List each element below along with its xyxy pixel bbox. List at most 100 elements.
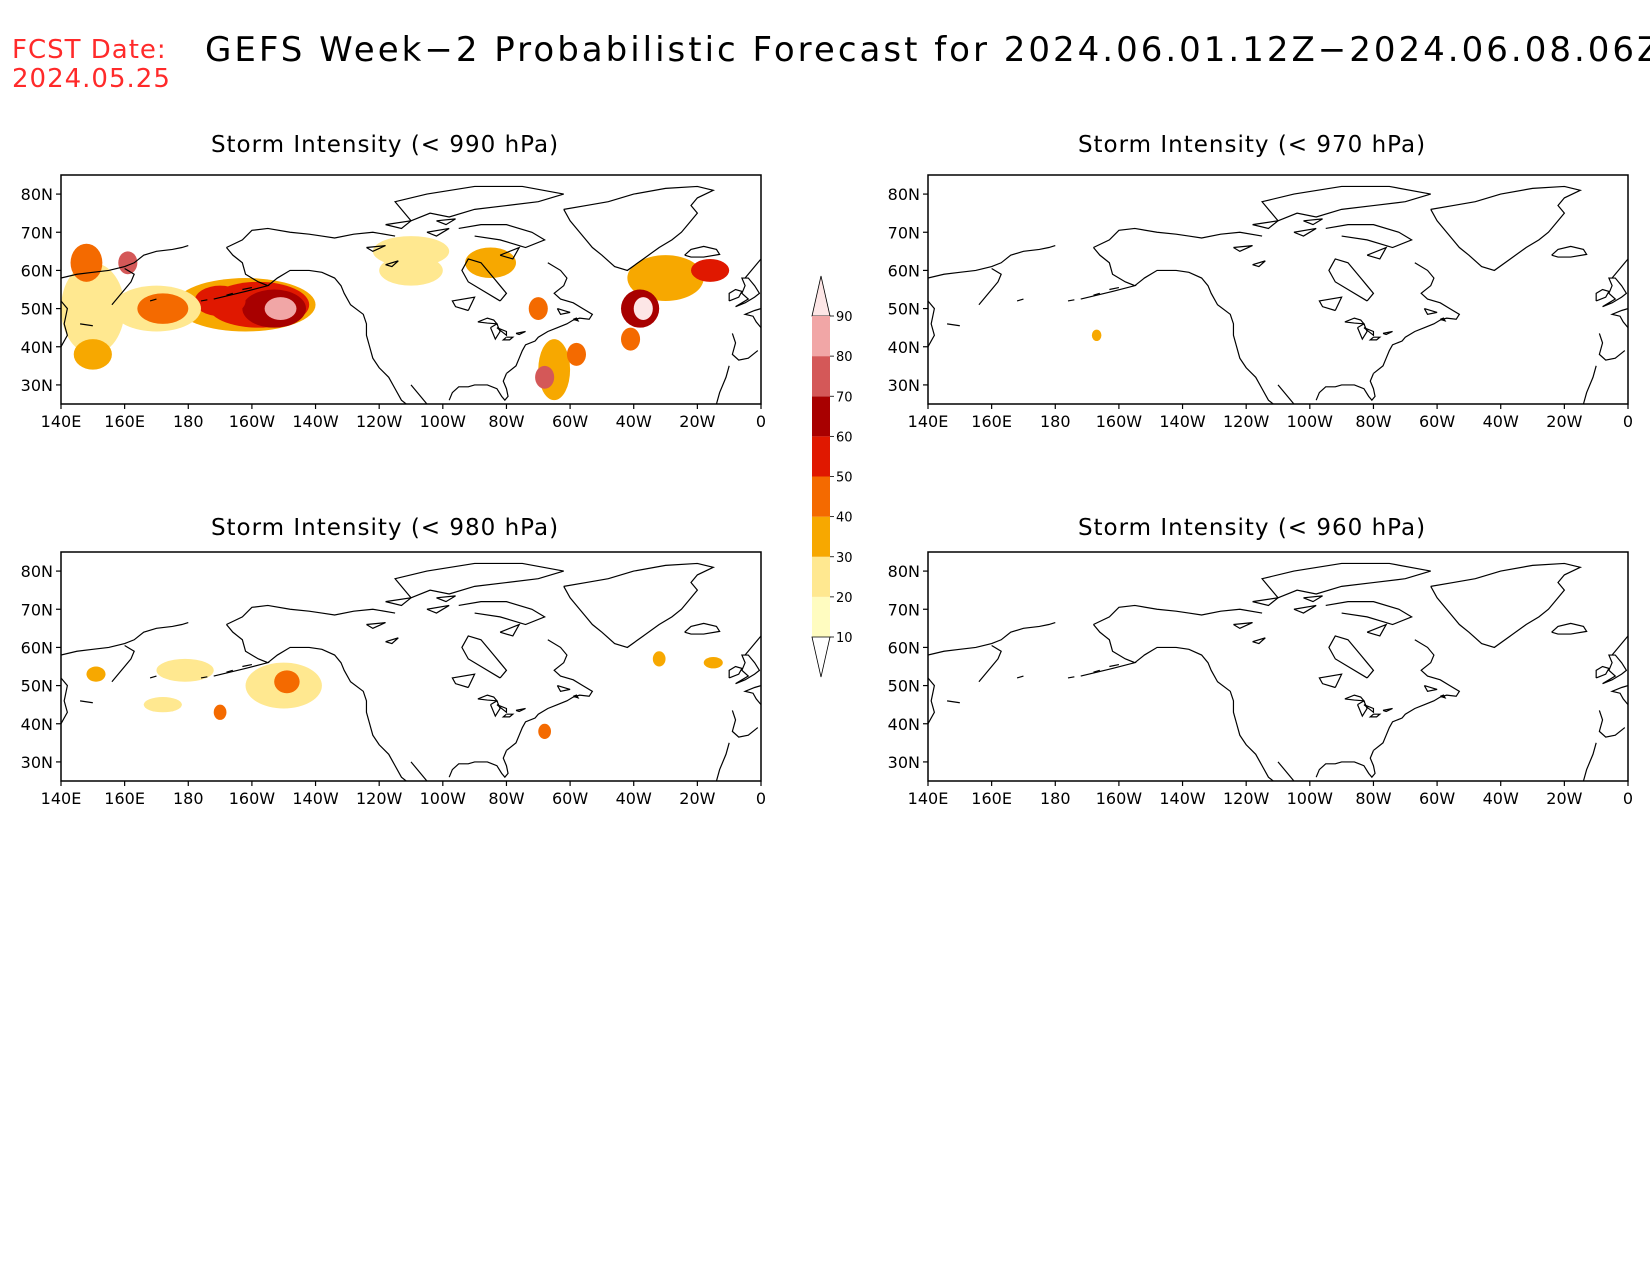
x-tick-label: 0 bbox=[756, 789, 766, 808]
lake-outline bbox=[489, 699, 501, 718]
coastlines bbox=[928, 562, 1628, 781]
coastline bbox=[410, 384, 428, 404]
x-tick-label: 20W bbox=[679, 412, 715, 431]
island-mark bbox=[947, 323, 960, 327]
lake-outline bbox=[515, 707, 526, 713]
x-tick-label: 100W bbox=[420, 789, 467, 808]
x-tick-label: 140E bbox=[41, 789, 82, 808]
probability-cell bbox=[633, 297, 653, 321]
x-tick-label: 80W bbox=[488, 789, 524, 808]
lake-outline bbox=[1366, 623, 1388, 637]
probability-cell bbox=[566, 342, 586, 366]
x-tick-label: 180 bbox=[1040, 789, 1071, 808]
lake-outline bbox=[1318, 673, 1343, 689]
y-tick-label: 80N bbox=[21, 562, 53, 581]
x-tick-label: 140W bbox=[292, 412, 339, 431]
lake-outline bbox=[1252, 596, 1281, 607]
x-tick-label: 120W bbox=[1223, 412, 1270, 431]
x-tick-label: 60W bbox=[552, 412, 588, 431]
colorbar-label: 10 bbox=[836, 631, 853, 646]
coastline bbox=[1595, 288, 1610, 302]
probability-cell bbox=[1091, 329, 1102, 342]
probability-shading bbox=[1091, 329, 1102, 342]
coastline bbox=[728, 665, 743, 679]
x-tick-label: 160E bbox=[971, 412, 1012, 431]
probability-shading bbox=[61, 236, 730, 401]
lake-outline bbox=[1423, 308, 1438, 315]
lake-outline bbox=[1318, 296, 1343, 312]
x-tick-label: 80W bbox=[1355, 789, 1391, 808]
y-tick-label: 30N bbox=[21, 376, 53, 395]
coastline bbox=[1261, 185, 1431, 222]
x-tick-label: 0 bbox=[756, 412, 766, 431]
lake-outline bbox=[1363, 704, 1375, 714]
coastline bbox=[978, 644, 1002, 683]
probability-cell bbox=[379, 255, 443, 286]
y-tick-label: 40N bbox=[888, 715, 920, 734]
map-panel-3: 140E 160E 180 160W 140W 120W 100W 80W 60W 40W 20W 0… bbox=[21, 551, 766, 808]
coastline bbox=[61, 622, 189, 656]
island-mark bbox=[1067, 299, 1075, 302]
coastline bbox=[458, 224, 546, 249]
colorbar-label: 30 bbox=[836, 551, 853, 566]
island-mark bbox=[947, 700, 960, 704]
x-tick-label: 160W bbox=[229, 789, 276, 808]
probability-cell bbox=[528, 297, 548, 321]
y-tick-label: 70N bbox=[21, 223, 53, 242]
x-tick-label: 160E bbox=[971, 789, 1012, 808]
colorbar-label: 90 bbox=[836, 310, 853, 325]
probability-cell bbox=[274, 670, 300, 694]
probability-cell bbox=[535, 365, 555, 389]
x-tick-label: 140W bbox=[1159, 412, 1206, 431]
lake-outline bbox=[1303, 595, 1323, 603]
lake-outline bbox=[1356, 699, 1368, 718]
x-tick-label: 0 bbox=[1623, 412, 1633, 431]
colorbar-label: 20 bbox=[836, 591, 853, 606]
coastline bbox=[1598, 333, 1626, 361]
coastline bbox=[1582, 365, 1597, 404]
coastline bbox=[458, 601, 546, 626]
x-tick-label: 20W bbox=[1546, 412, 1582, 431]
lake-outline bbox=[556, 308, 571, 315]
coastline bbox=[928, 677, 936, 755]
island-mark bbox=[200, 676, 208, 679]
island-mark bbox=[149, 675, 157, 679]
panel-title-990: Storm Intensity (< 990 hPa) bbox=[210, 132, 560, 158]
x-tick-label: 120W bbox=[356, 412, 403, 431]
probability-cell bbox=[86, 666, 106, 682]
coastline bbox=[111, 267, 135, 306]
lake-outline bbox=[1356, 322, 1368, 341]
colorbar-bottom-cap bbox=[811, 636, 831, 678]
coastline bbox=[1595, 665, 1610, 679]
coastline bbox=[1430, 562, 1583, 649]
map-frame bbox=[60, 174, 762, 405]
coastline bbox=[1315, 373, 1376, 402]
panel-title-960: Storm Intensity (< 960 hPa) bbox=[1077, 515, 1427, 541]
x-tick-label: 140W bbox=[1159, 789, 1206, 808]
coastlines bbox=[61, 185, 761, 404]
coastline bbox=[448, 750, 509, 779]
coastline bbox=[1328, 635, 1375, 679]
panel-title-980: Storm Intensity (< 980 hPa) bbox=[210, 515, 560, 541]
x-tick-label: 140E bbox=[41, 412, 82, 431]
coastline bbox=[61, 300, 69, 378]
x-tick-label: 160E bbox=[104, 412, 145, 431]
probability-cell bbox=[70, 243, 103, 282]
coastline bbox=[928, 300, 936, 378]
map-panel-4: 140E 160E 180 160W 140W 120W 100W 80W 60W 40W 20W 0… bbox=[888, 551, 1633, 808]
x-tick-label: 180 bbox=[173, 789, 204, 808]
x-tick-label: 180 bbox=[173, 412, 204, 431]
lake-outline bbox=[1293, 604, 1317, 614]
coastline bbox=[448, 373, 509, 402]
colorbar-label: 40 bbox=[836, 511, 853, 526]
colorbar-segment bbox=[812, 316, 830, 357]
coastline bbox=[715, 365, 730, 404]
coastline bbox=[267, 269, 408, 404]
coastline bbox=[978, 267, 1002, 306]
coastline bbox=[410, 761, 428, 781]
probability-cell bbox=[61, 262, 125, 355]
coastline bbox=[735, 654, 761, 685]
coastline bbox=[461, 635, 508, 679]
colorbar-segment bbox=[812, 356, 830, 397]
